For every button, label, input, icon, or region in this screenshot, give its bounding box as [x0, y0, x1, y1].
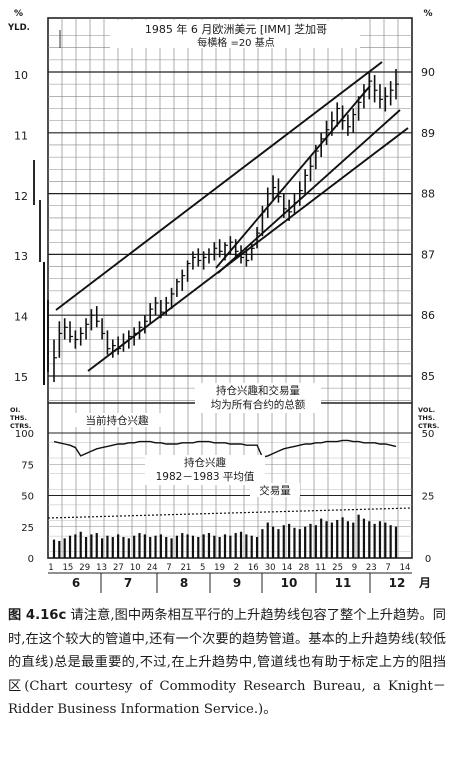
left-axis-tick: 14 — [14, 311, 28, 324]
oi-right-tick: 25 — [422, 492, 435, 503]
oi-left-tick: 0 — [28, 554, 34, 565]
left-axis-unit: % — [14, 9, 23, 19]
x-day-tick: 5 — [200, 563, 205, 573]
x-day-tick: 11 — [315, 563, 326, 573]
x-day-tick: 1 — [48, 563, 53, 573]
x-month-label: 6 — [72, 576, 80, 590]
right-axis-tick: 85 — [421, 370, 435, 383]
oi-left-tick: 25 — [21, 523, 34, 534]
channel-upper-line — [55, 61, 383, 311]
x-day-tick: 24 — [147, 563, 158, 573]
x-day-tick: 14 — [282, 563, 293, 573]
x-month-label: 12 — [389, 576, 406, 590]
oi-right-label: VOL. — [418, 406, 435, 414]
trendlines — [55, 61, 409, 372]
oi-left-tick: 100 — [15, 429, 34, 440]
oi-left-label: CTRS. — [10, 422, 31, 430]
oi-right-tick: 50 — [422, 429, 435, 440]
left-axis-tick: 11 — [14, 129, 28, 142]
x-day-tick: 2 — [234, 563, 239, 573]
x-month-label: 11 — [335, 576, 352, 590]
price-bars — [33, 68, 399, 385]
x-month-suffix: 月 — [418, 576, 431, 590]
left-axis-label: YLD. — [7, 23, 30, 33]
x-month-label: 7 — [124, 576, 132, 590]
annotation-backdrop — [145, 455, 265, 485]
left-axis-tick: 10 — [14, 69, 28, 82]
open-interest-line — [53, 439, 397, 458]
right-axis-tick: 90 — [421, 66, 435, 79]
oi-left-tick: 75 — [21, 460, 34, 471]
x-day-tick: 29 — [79, 563, 90, 573]
annotation-avg-oi-1: 持仓兴趣 — [184, 456, 226, 469]
figure-caption: 图 4.16c 请注意,图中两条相互平行的上升趋势线包容了整个上升趋势。同时,在… — [8, 604, 446, 722]
x-day-tick: 14 — [400, 563, 411, 573]
annotation-oi-note-2: 均为所有合约的总额 — [211, 398, 306, 411]
x-month-label: 8 — [180, 576, 188, 590]
chart-subtitle: 每横格 =20 基点 — [197, 36, 274, 49]
x-day-tick: 23 — [366, 563, 377, 573]
right-axis-tick: 89 — [421, 127, 435, 140]
x-day-tick: 13 — [96, 563, 107, 573]
x-day-tick: 16 — [248, 563, 259, 573]
minor-channel-upper-line — [215, 85, 371, 269]
oi-right-label: CTRS. — [418, 422, 439, 430]
right-axis-tick: 88 — [421, 188, 435, 201]
minor-channel-lower-line — [217, 109, 401, 274]
annotation-current-oi: 当前持仓兴趣 — [86, 414, 149, 427]
x-day-tick: 15 — [62, 563, 73, 573]
x-day-tick: 7 — [166, 563, 171, 573]
left-axis-tick: 12 — [14, 190, 28, 203]
oi-left-tick: 50 — [21, 492, 34, 503]
title-backdrop — [110, 20, 360, 48]
annotation-oi-note-1: 持仓兴趣和交易量 — [216, 384, 300, 397]
annotation-backdrop — [250, 483, 300, 497]
annotation-backdrop — [195, 383, 321, 413]
chart-title: 1985 年 6 月欧洲美元 [IMM] 芝加哥 — [145, 22, 327, 36]
right-axis-tick: 86 — [421, 309, 435, 322]
left-axis-tick: 13 — [14, 250, 28, 263]
oi-right-tick: 0 — [425, 554, 431, 565]
oi-right-label: THS. — [418, 414, 435, 422]
right-axis-tick: 87 — [421, 248, 435, 261]
oi-left-label: THS. — [10, 414, 27, 422]
volume-bars — [52, 514, 398, 558]
x-day-tick: 9 — [352, 563, 357, 573]
left-axis-tick: 15 — [14, 371, 28, 384]
chart-figure: 1985 年 6 月欧洲美元 [IMM] 芝加哥 每横格 =20 基点% YLD. 1… — [7, 9, 439, 593]
x-day-tick: 25 — [332, 563, 343, 573]
annotation-volume: 交易量 — [259, 484, 291, 497]
x-month-label: 10 — [281, 576, 298, 590]
x-day-tick: 28 — [298, 563, 309, 573]
oi-left-label: OI. — [10, 406, 20, 414]
avg-open-interest-line — [47, 507, 413, 519]
x-day-tick: 30 — [265, 563, 276, 573]
x-day-tick: 27 — [113, 563, 124, 573]
x-day-tick: 7 — [385, 563, 390, 573]
caption-text: 请注意,图中两条相互平行的上升趋势线包容了整个上升趋势。同时,在这个较大的管道中… — [8, 608, 446, 717]
right-axis-unit: % — [423, 9, 432, 19]
x-month-label: 9 — [233, 576, 241, 590]
x-day-tick: 19 — [214, 563, 225, 573]
annotation-avg-oi-2: 1982－1983 平均值 — [156, 470, 255, 483]
annotation-backdrop — [73, 413, 161, 427]
x-day-tick: 10 — [130, 563, 141, 573]
channel-lower-line — [87, 127, 409, 372]
open-interest-line — [47, 439, 413, 519]
x-day-tick: 21 — [180, 563, 191, 573]
caption-figure-label: 图 4.16c — [8, 608, 67, 623]
